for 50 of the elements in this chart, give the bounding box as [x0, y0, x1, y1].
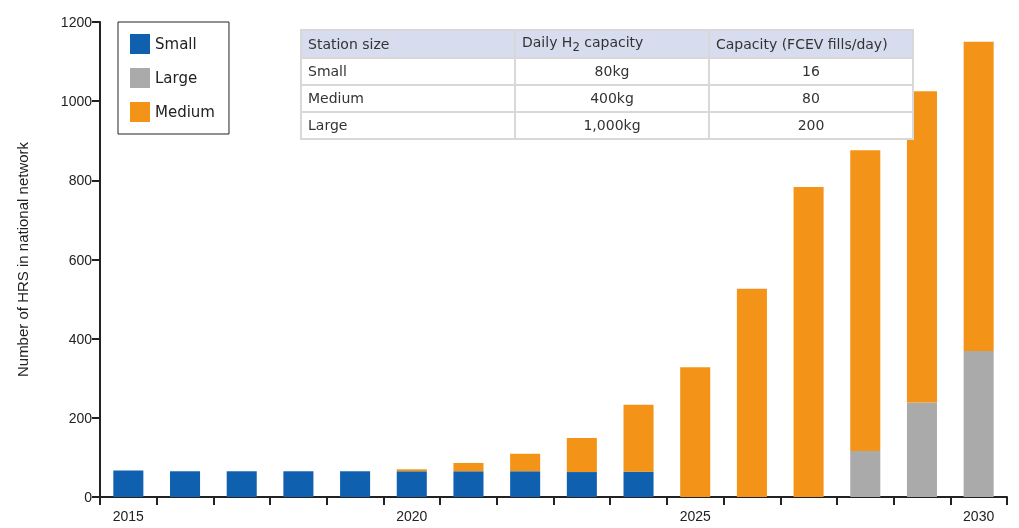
annotation: 16: [709, 57, 913, 85]
bar: [226, 471, 257, 497]
legend-label: Large: [155, 69, 198, 87]
annotation: Station size: [301, 30, 515, 58]
annotation: 200: [709, 111, 913, 139]
bar: [850, 451, 881, 497]
bar: [963, 350, 994, 497]
y-tick-label: 800: [68, 172, 93, 189]
annotation: 80kg: [515, 57, 709, 85]
bar: [566, 438, 597, 473]
annotation: 80: [709, 84, 913, 112]
annotation: Small: [301, 57, 515, 85]
annotation: Daily H$_{2}$ capacity: [515, 30, 709, 58]
bar: [623, 404, 654, 472]
bar: [850, 150, 881, 452]
bar: [906, 91, 937, 403]
bar: [453, 471, 484, 497]
bar: [510, 453, 541, 472]
bar: [906, 402, 937, 497]
annotation: 400kg: [515, 84, 709, 112]
annotation: Large: [301, 111, 515, 139]
bar: [113, 470, 144, 497]
bar: [283, 471, 314, 497]
y-tick-label: 1200: [60, 14, 93, 30]
y-axis-title: Number of HRS in national network: [14, 141, 31, 378]
y-tick-label: 400: [68, 330, 93, 347]
y-tick-label: 0: [84, 489, 93, 505]
bar: [793, 187, 824, 497]
bar: [963, 41, 994, 351]
x-tick-label: 2015: [112, 508, 145, 524]
bar: [736, 288, 767, 497]
x-tick-label: 2025: [679, 508, 711, 524]
bar: [396, 471, 427, 497]
x-tick-label: 2020: [396, 508, 428, 524]
bar: [566, 472, 597, 497]
legend-label: Small: [155, 35, 197, 53]
annotation: Capacity (FCEV fills/day): [709, 30, 913, 58]
bar: [680, 367, 711, 497]
legend-label: Medium: [155, 103, 215, 121]
annotation: 1,000kg: [515, 111, 709, 139]
y-tick-label: 200: [68, 409, 93, 426]
bar: [623, 471, 654, 497]
y-tick-label: 600: [68, 251, 93, 268]
annotation: Medium: [301, 84, 515, 112]
y-tick-label: 1000: [60, 93, 93, 110]
x-tick-label: 2030: [963, 508, 995, 524]
bar: [453, 462, 484, 472]
bar: [510, 471, 541, 497]
bar: [170, 471, 201, 497]
bar: [340, 471, 371, 497]
